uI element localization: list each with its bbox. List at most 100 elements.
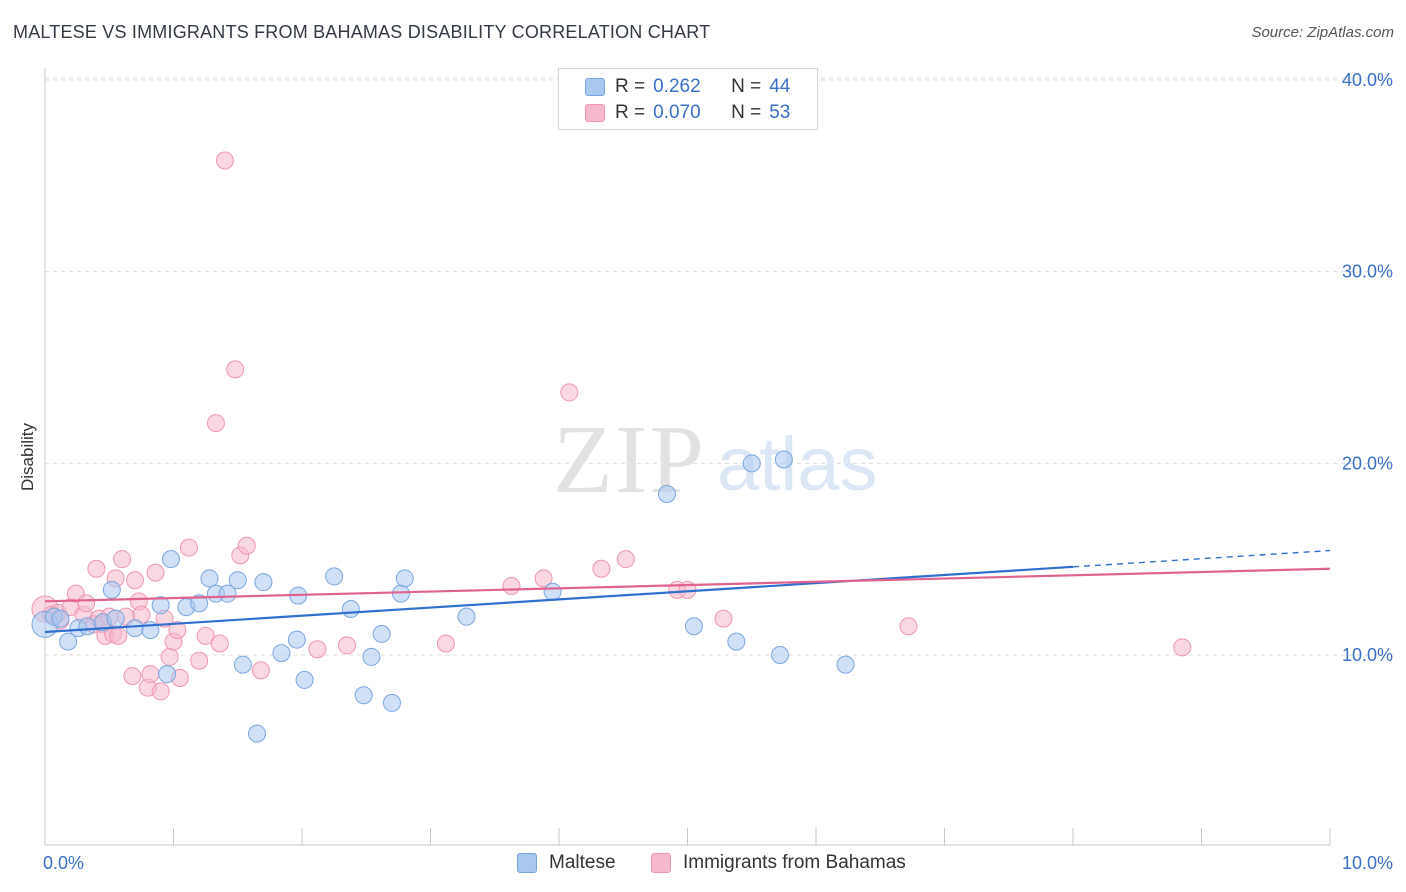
bahamas-point bbox=[237, 536, 256, 555]
legend-label: Maltese bbox=[549, 852, 616, 873]
maltese-point bbox=[395, 569, 414, 588]
r-label: R = bbox=[615, 76, 646, 97]
y-tick-label: 40.0% bbox=[1342, 70, 1393, 90]
r-value: 0.262 bbox=[653, 76, 701, 97]
maltese-point bbox=[78, 617, 97, 636]
y-tick-labels: 10.0% 20.0% 30.0% 40.0% bbox=[1342, 70, 1393, 665]
maltese-point bbox=[233, 655, 252, 674]
series-bahamas-points bbox=[31, 151, 1192, 701]
maltese-point bbox=[106, 609, 125, 628]
maltese-point bbox=[543, 582, 562, 601]
maltese-point bbox=[836, 655, 855, 674]
bahamas-point bbox=[534, 569, 553, 588]
r-value: 0.070 bbox=[653, 102, 701, 123]
maltese-point bbox=[295, 670, 314, 689]
maltese-point bbox=[382, 693, 401, 712]
maltese-point bbox=[325, 567, 344, 586]
bahamas-swatch bbox=[651, 853, 671, 873]
source-label: Source: ZipAtlas.com bbox=[1251, 24, 1394, 41]
maltese-point bbox=[272, 644, 291, 663]
bahamas-point bbox=[146, 563, 165, 582]
y-axis-label: Disability bbox=[18, 422, 37, 491]
maltese-point bbox=[684, 617, 703, 636]
maltese-point bbox=[354, 686, 373, 705]
stats-legend: R = 0.262 N = 44 R = 0.070 N = 53 bbox=[558, 68, 818, 130]
watermark-zip: ZIP bbox=[553, 406, 706, 514]
bahamas-point bbox=[215, 151, 234, 170]
bahamas-point bbox=[168, 621, 187, 640]
maltese-point bbox=[774, 450, 793, 469]
y-tick-label: 20.0% bbox=[1342, 453, 1393, 473]
x-tick-label: 10.0% bbox=[1342, 853, 1393, 873]
bahamas-point bbox=[502, 577, 521, 595]
maltese-point bbox=[457, 607, 476, 626]
maltese-point bbox=[190, 594, 209, 613]
maltese-point bbox=[228, 571, 247, 590]
gridlines bbox=[45, 77, 1390, 656]
bahamas-point bbox=[616, 550, 635, 569]
maltese-point bbox=[372, 624, 391, 643]
bahamas-point bbox=[196, 626, 215, 645]
bahamas-point bbox=[592, 559, 611, 578]
n-label: N = bbox=[731, 76, 762, 97]
maltese-point bbox=[161, 550, 180, 569]
bahamas-point bbox=[109, 626, 128, 645]
maltese-point bbox=[51, 609, 70, 628]
chart-title: MALTESE VS IMMIGRANTS FROM BAHAMAS DISAB… bbox=[13, 22, 711, 42]
bahamas-point bbox=[714, 609, 733, 628]
x-tick-label: 0.0% bbox=[43, 853, 84, 873]
maltese-point bbox=[727, 632, 746, 651]
maltese-point bbox=[200, 569, 219, 588]
stats-legend-row-bahamas: R = 0.070 N = 53 bbox=[585, 101, 790, 125]
bahamas-point bbox=[123, 667, 142, 686]
maltese-swatch bbox=[585, 78, 605, 96]
maltese-point bbox=[158, 665, 177, 684]
bahamas-point bbox=[141, 665, 160, 684]
bahamas-point bbox=[87, 559, 106, 578]
watermark-atlas: atlas bbox=[717, 422, 878, 507]
n-label: N = bbox=[731, 102, 762, 123]
bahamas-point bbox=[206, 414, 225, 433]
x-tick-labels: 0.0% 10.0% bbox=[43, 853, 1393, 873]
trend-lines bbox=[44, 549, 1331, 634]
maltese-point bbox=[151, 596, 170, 615]
bahamas-point bbox=[899, 617, 918, 636]
maltese-trend-extension bbox=[1072, 549, 1331, 568]
r-label: R = bbox=[615, 102, 646, 123]
bahamas-point bbox=[179, 538, 198, 557]
bahamas-point bbox=[560, 383, 579, 402]
maltese-point bbox=[248, 724, 267, 743]
maltese-point bbox=[742, 454, 761, 473]
bahamas-point bbox=[113, 550, 132, 569]
y-tick-label: 10.0% bbox=[1342, 645, 1393, 665]
watermark: ZIP atlas bbox=[553, 406, 878, 514]
maltese-point bbox=[341, 600, 360, 618]
maltese-point bbox=[254, 573, 273, 592]
bahamas-point bbox=[226, 360, 245, 379]
bahamas-point bbox=[160, 647, 179, 666]
maltese-point bbox=[362, 647, 381, 666]
bahamas-point bbox=[436, 634, 455, 653]
bahamas-point bbox=[210, 634, 229, 653]
bahamas-point bbox=[77, 594, 96, 613]
maltese-point bbox=[657, 485, 676, 503]
y-tick-label: 30.0% bbox=[1342, 262, 1393, 282]
maltese-point bbox=[125, 619, 144, 638]
bahamas-point bbox=[151, 682, 170, 701]
legend-item-bahamas[interactable]: Immigrants from Bahamas bbox=[651, 852, 906, 874]
maltese-point bbox=[391, 584, 410, 603]
bahamas-point bbox=[1173, 638, 1192, 657]
maltese-point bbox=[287, 630, 306, 649]
bahamas-trend-line bbox=[44, 567, 1331, 603]
bahamas-point bbox=[337, 636, 356, 655]
legend-item-maltese[interactable]: Maltese bbox=[517, 852, 616, 874]
legend-label: Immigrants from Bahamas bbox=[683, 852, 906, 873]
maltese-point bbox=[218, 584, 237, 603]
maltese-point bbox=[102, 580, 121, 599]
maltese-point bbox=[59, 632, 78, 651]
n-value: 44 bbox=[769, 76, 791, 97]
n-value: 53 bbox=[769, 102, 791, 123]
bahamas-point bbox=[251, 661, 270, 680]
maltese-swatch bbox=[517, 853, 537, 873]
